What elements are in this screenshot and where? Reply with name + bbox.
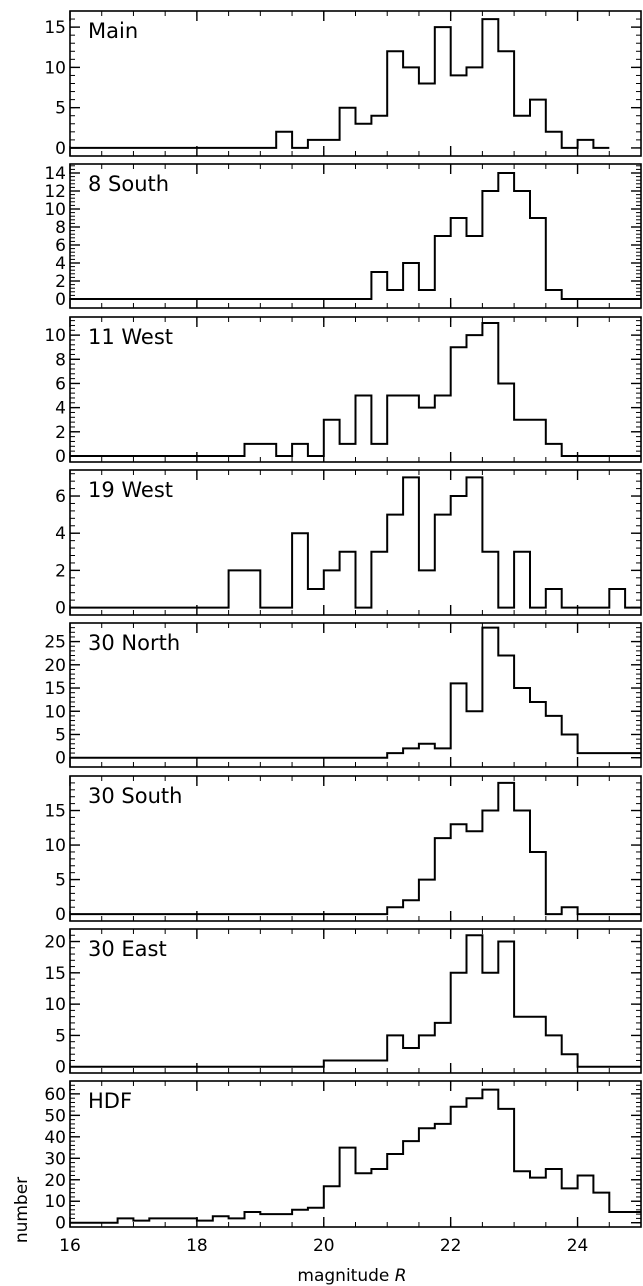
y-tick-label: 10 [44, 995, 66, 1015]
y-tick-label: 5 [55, 99, 66, 119]
x-axis-title: magnitude R [297, 1266, 406, 1286]
y-tick-label: 20 [44, 1171, 66, 1191]
panel-title: 19 West [88, 478, 173, 502]
y-tick-label: 15 [44, 679, 66, 699]
y-tick-label: 12 [44, 182, 66, 202]
panel-title: 30 South [88, 784, 182, 808]
y-tick-label: 0 [55, 905, 66, 925]
panel-frame [70, 11, 641, 156]
panel-30-east: 0 5 10 15 20 30 East [44, 929, 641, 1078]
y-tick-label: 0 [55, 749, 66, 769]
y-tick-label: 10 [44, 200, 66, 220]
panel-main: 0 5 10 15 Main [44, 11, 641, 159]
panel-30-south: 0 5 10 15 30 South [44, 776, 641, 925]
panel-title: 8 South [88, 172, 169, 196]
y-tick-label: 15 [44, 964, 66, 984]
y-tick-label: 60 [44, 1085, 66, 1105]
y-tick-label: 5 [55, 871, 66, 891]
panel-11-west: 0 2 4 6 8 10 11 West [44, 317, 641, 467]
y-tick-label: 8 [55, 218, 66, 238]
panel-title: 11 West [88, 325, 173, 349]
y-tick-label: 10 [44, 58, 66, 78]
x-tick-label: 22 [440, 1236, 462, 1256]
y-tick-label: 0 [55, 447, 66, 467]
y-tick-label: 2 [55, 561, 66, 581]
x-tick-label: 20 [313, 1236, 335, 1256]
x-tick-label: 24 [567, 1236, 589, 1256]
y-tick-label: 40 [44, 1128, 66, 1148]
panel-title: Main [88, 19, 138, 43]
histogram-bars [70, 1090, 641, 1223]
y-tick-label: 0 [55, 290, 66, 310]
y-tick-label: 6 [55, 374, 66, 394]
y-tick-label: 20 [44, 656, 66, 676]
y-tick-label: 4 [55, 399, 66, 419]
histogram-bars [70, 19, 609, 148]
y-tick-label: 15 [44, 18, 66, 38]
y-tick-label: 4 [55, 254, 66, 274]
panel-title: 30 North [88, 631, 180, 655]
x-tick-label: 18 [186, 1236, 208, 1256]
panel-30-north: 0 5 10 15 20 25 30 North [44, 623, 641, 769]
y-axis-title: number [12, 1177, 32, 1243]
y-tick-label: 4 [55, 524, 66, 544]
y-tick-label: 2 [55, 272, 66, 292]
y-tick-label: 10 [44, 836, 66, 856]
y-tick-label: 50 [44, 1106, 66, 1126]
y-tick-label: 0 [55, 599, 66, 619]
y-tick-label: 15 [44, 802, 66, 822]
panel-title: HDF [88, 1089, 132, 1113]
y-tick-label: 5 [55, 1026, 66, 1046]
y-tick-label: 30 [44, 1149, 66, 1169]
panel-19-west: 0 2 4 6 19 West [55, 470, 641, 619]
y-tick-label: 2 [55, 423, 66, 443]
y-tick-label: 10 [44, 702, 66, 722]
y-tick-label: 5 [55, 725, 66, 745]
y-tick-label: 6 [55, 487, 66, 507]
panel-title: 30 East [88, 937, 167, 961]
y-tick-label: 8 [55, 350, 66, 370]
y-tick-label: 20 [44, 933, 66, 953]
y-tick-label: 10 [44, 326, 66, 346]
y-tick-label: 6 [55, 236, 66, 256]
x-tick-label: 16 [59, 1236, 81, 1256]
y-tick-label: 10 [44, 1192, 66, 1212]
y-tick-label: 0 [55, 139, 66, 159]
y-tick-label: 0 [55, 1214, 66, 1234]
y-tick-label: 25 [44, 633, 66, 653]
y-tick-label: 14 [44, 164, 66, 184]
y-tick-label: 0 [55, 1058, 66, 1078]
